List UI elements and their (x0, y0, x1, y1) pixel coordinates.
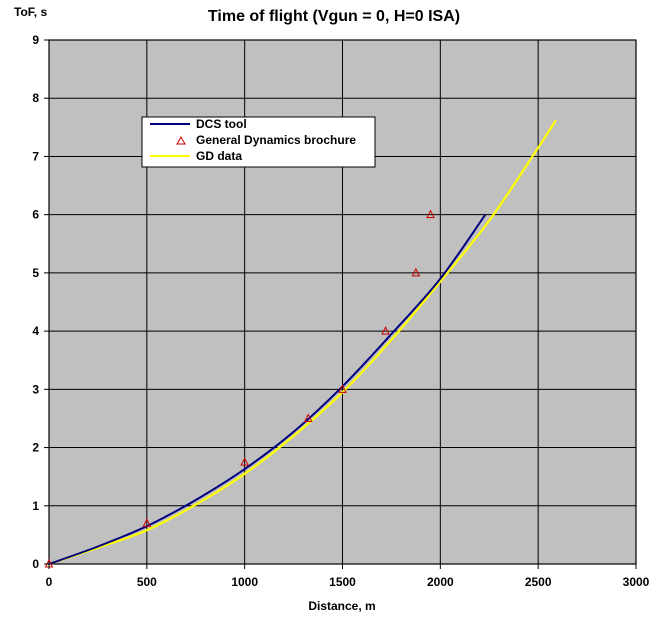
brochure-data-point (426, 209, 435, 219)
series-layer (44, 119, 557, 568)
legend-marker-gd-brochure (176, 135, 186, 145)
y-tick-label: 3 (32, 382, 39, 396)
y-tick-label: 6 (32, 208, 39, 222)
x-axis-label: Distance, m (308, 599, 375, 613)
x-tick-label: 1500 (329, 575, 356, 589)
brochure-data-point (142, 518, 152, 527)
legend: DCS tool General Dynamics brochure GD da… (141, 116, 376, 168)
y-tick-label: 9 (32, 33, 39, 47)
legend-label-gd-brochure: General Dynamics brochure (196, 133, 356, 147)
series-line-dcs-tool (48, 214, 487, 565)
brochure-data-point (240, 456, 249, 466)
x-tick-label: 1000 (231, 575, 258, 589)
y-axis-label: ToF, s (14, 5, 47, 19)
y-tick-label: 4 (32, 324, 39, 338)
legend-label-gd-data: GD data (196, 149, 242, 163)
brochure-data-point (303, 413, 313, 422)
brochure-data-point (338, 384, 347, 393)
brochure-data-point (381, 325, 390, 335)
series-line-gd-data (48, 119, 557, 566)
y-tick-label: 8 (32, 91, 39, 105)
x-tick-label: 0 (46, 575, 53, 589)
brochure-data-point (411, 267, 421, 277)
x-tick-label: 2000 (427, 575, 454, 589)
y-tick-label: 1 (32, 499, 39, 513)
legend-label-dcs-tool: DCS tool (196, 117, 247, 131)
y-tick-label: 5 (32, 266, 39, 280)
y-tick-label: 2 (32, 441, 39, 455)
y-tick-label: 0 (32, 557, 39, 571)
tick-labels: 0 1 2 3 4 5 6 7 8 9 0 500 1000 1500 2000 2500 3000 (32, 33, 649, 589)
x-tick-label: 3000 (623, 575, 650, 589)
x-tick-label: 2500 (525, 575, 552, 589)
chart-title: Time of flight (Vgun = 0, H=0 ISA) (208, 8, 460, 25)
x-tick-label: 500 (137, 575, 157, 589)
y-tick-label: 7 (32, 149, 39, 163)
